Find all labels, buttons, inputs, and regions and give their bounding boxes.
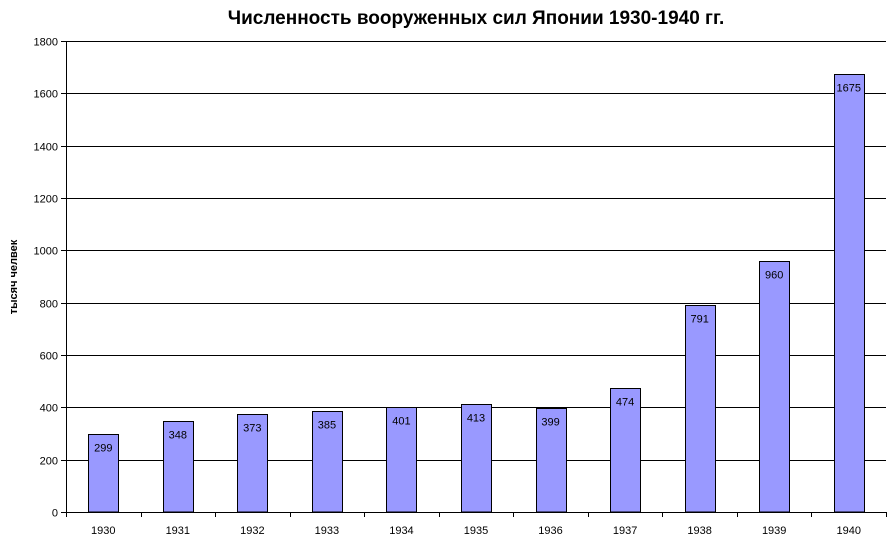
y-tick-label: 1400 bbox=[34, 142, 58, 154]
y-tick-label: 400 bbox=[40, 403, 58, 415]
chart-title: Численность вооруженных сил Японии 1930-… bbox=[227, 8, 725, 29]
x-tick-label: 1935 bbox=[464, 525, 488, 537]
y-tick-label: 1600 bbox=[34, 89, 58, 101]
bar-1933 bbox=[312, 411, 343, 513]
data-label-1933: 385 bbox=[318, 420, 336, 432]
bar-1938 bbox=[685, 305, 716, 513]
bar-1940 bbox=[834, 74, 865, 513]
data-label-1937: 474 bbox=[616, 397, 634, 409]
x-tick-label: 1933 bbox=[315, 525, 339, 537]
x-tick-label: 1940 bbox=[836, 525, 860, 537]
y-tick-label: 1200 bbox=[34, 194, 58, 206]
y-axis-label: тысяч челвек bbox=[8, 239, 20, 314]
data-label-1935: 413 bbox=[467, 413, 485, 425]
bar-1931 bbox=[163, 421, 194, 513]
labels: 0 200 400 600 800 1000 1200 1400 1600 1800 299 1930… bbox=[34, 37, 861, 538]
y-tick-label: 600 bbox=[40, 351, 58, 363]
y-tick-label: 200 bbox=[40, 456, 58, 468]
data-label-1931: 348 bbox=[169, 430, 187, 442]
data-label-1930: 299 bbox=[94, 443, 112, 455]
data-label-1932: 373 bbox=[243, 423, 261, 435]
data-label-1936: 399 bbox=[541, 417, 559, 429]
x-tick-label: 1934 bbox=[389, 525, 413, 537]
data-label-1934: 401 bbox=[392, 416, 410, 428]
x-tick-label: 1930 bbox=[91, 525, 115, 537]
x-tick-label: 1932 bbox=[240, 525, 264, 537]
x-tick-label: 1939 bbox=[762, 525, 786, 537]
y-tick-label: 800 bbox=[40, 299, 58, 311]
y-tick-label: 1800 bbox=[34, 37, 58, 49]
data-label-1939: 960 bbox=[765, 270, 783, 282]
bar-1939 bbox=[759, 261, 790, 513]
y-tick-label: 0 bbox=[52, 508, 58, 520]
bars bbox=[88, 74, 865, 513]
y-tick-label: 1000 bbox=[34, 246, 58, 258]
bar-1930 bbox=[88, 434, 119, 513]
data-label-1940: 1675 bbox=[836, 83, 860, 95]
bar-1934 bbox=[386, 407, 417, 513]
x-tick-label: 1938 bbox=[687, 525, 711, 537]
data-label-1938: 791 bbox=[690, 314, 708, 326]
x-tick-label: 1936 bbox=[538, 525, 562, 537]
x-tick-label: 1937 bbox=[613, 525, 637, 537]
x-tick-label: 1931 bbox=[166, 525, 190, 537]
axes bbox=[61, 41, 887, 517]
bar-1932 bbox=[237, 414, 268, 513]
